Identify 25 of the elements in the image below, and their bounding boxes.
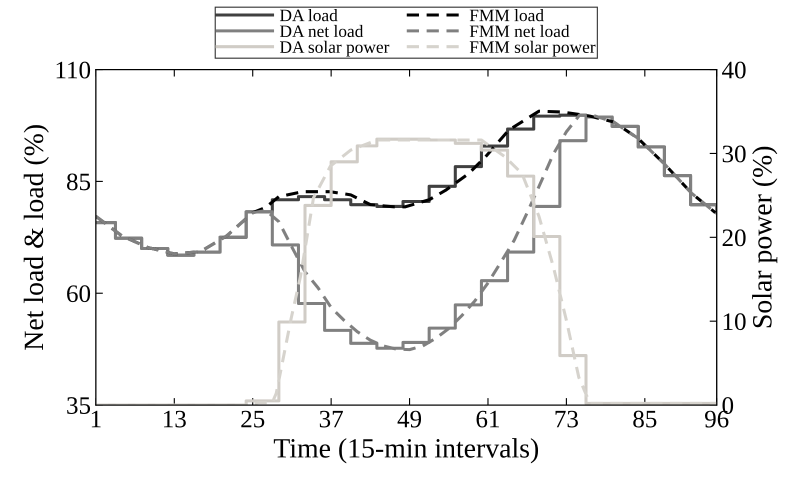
x-axis-title: Time (15-min intervals)	[274, 438, 538, 464]
y-tick-label: 85	[66, 173, 90, 190]
x-tick-label: 61	[476, 410, 499, 428]
legend-label: FMM net load	[470, 24, 570, 38]
y2-tick-label: 40	[722, 62, 746, 78]
legend-label: FMM load	[470, 9, 544, 22]
x-tick-label: 85	[633, 410, 656, 428]
x-tick-label: 37	[320, 410, 343, 428]
y-axis-title: Net load & load (%)	[24, 125, 49, 350]
legend-label: DA net load	[280, 24, 364, 38]
x-tick-label: 1	[92, 410, 101, 428]
y2-axis-title: Solar power (%)	[752, 146, 778, 328]
y2-tick-label: 30	[722, 146, 746, 162]
legend-label: FMM solar power	[470, 40, 596, 56]
x-tick-label: 13	[164, 410, 186, 428]
y2-tick-label: 10	[724, 313, 746, 330]
x-tick-label: 73	[556, 410, 578, 428]
y-tick-label: 60	[67, 285, 90, 302]
y-tick-label: 35	[67, 397, 90, 414]
y2-tick-label: 20	[722, 229, 746, 246]
y-tick-label: 110	[56, 62, 90, 78]
legend-label: DA load	[280, 9, 338, 22]
x-tick-label: 25	[241, 410, 264, 428]
legend-label: DA solar power	[280, 40, 390, 56]
x-tick-label: 49	[398, 410, 422, 428]
